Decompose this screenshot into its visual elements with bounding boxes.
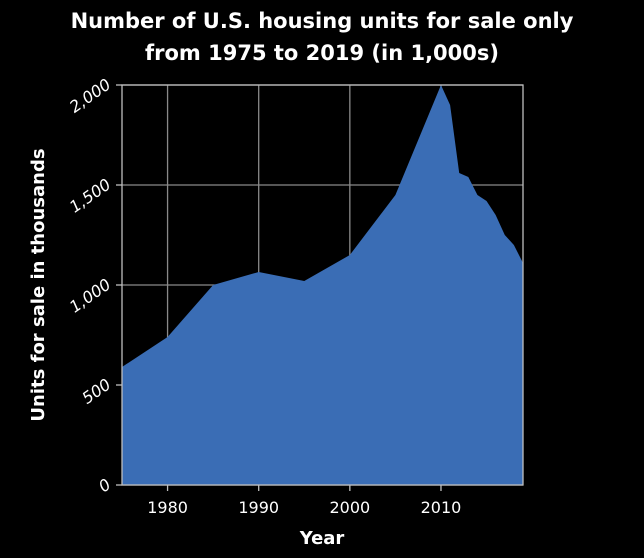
area-series-0 [122,85,523,485]
x-tick-label-1980: 1980 [147,498,188,517]
x-axis-label: Year [299,528,345,549]
x-tick-labels: 1980 1990 2000 2010 [147,485,461,517]
area-layer [122,85,523,485]
y-axis-label: Units for sale in thousands [28,148,49,421]
y-tick-label-500: 500 [78,375,114,408]
y-tick-labels: 0 500 1,000 1,500 2,000 [66,75,122,496]
x-tick-label-1990: 1990 [238,498,279,517]
y-tick-label-1500: 1,500 [66,175,114,217]
y-tick-label-1000: 1,000 [66,275,114,317]
x-tick-label-2010: 2010 [421,498,462,517]
chart-title-line-2: from 1975 to 2019 (in 1,000s) [145,41,499,65]
y-tick-label-0: 0 [95,475,114,496]
x-tick-label-2000: 2000 [329,498,370,517]
chart-title-line-1: Number of U.S. housing units for sale on… [71,9,574,33]
y-tick-label-2000: 2,000 [66,75,114,117]
